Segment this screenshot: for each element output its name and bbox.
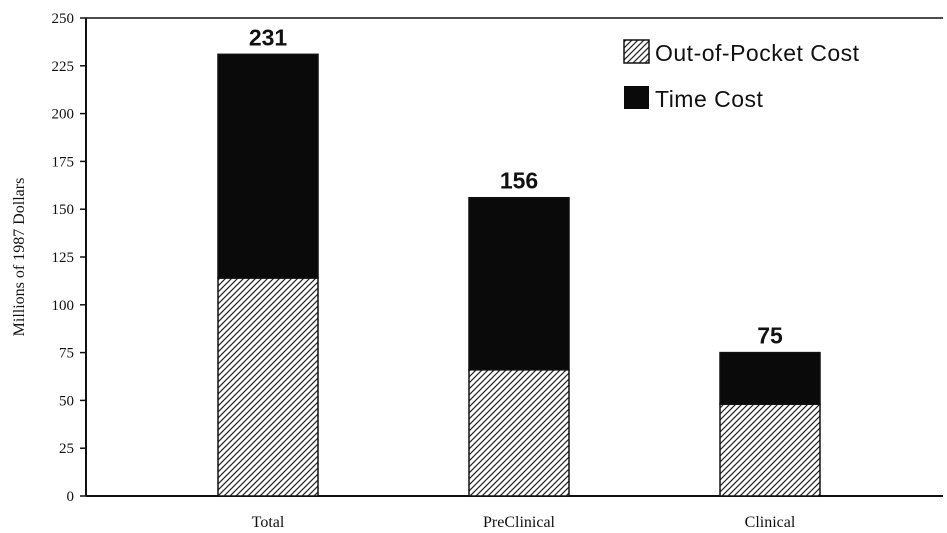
y-ticks: 0 25 50 75 100 125 150 175 200 225 250 (52, 11, 86, 505)
y-tick-label: 150 (52, 202, 75, 218)
legend-label-out-of-pocket: Out-of-Pocket Cost (655, 40, 860, 66)
y-axis-label: Millions of 1987 Dollars (11, 178, 28, 337)
bar-segment-out-of-pocket-clinical (719, 403, 821, 497)
y-tick-label: 100 (52, 298, 75, 314)
bar-total-label: 75 (757, 323, 783, 349)
legend: Out-of-Pocket Cost Time Cost (623, 39, 860, 112)
bar-segment-out-of-pocket-preclinical (468, 369, 570, 497)
x-category-label: PreClinical (483, 514, 556, 531)
y-tick-label: 75 (59, 346, 74, 362)
y-tick-label: 25 (59, 441, 74, 457)
y-tick-label: 250 (52, 11, 75, 27)
x-category-label: Total (252, 514, 285, 531)
x-category-label: Clinical (745, 514, 796, 531)
y-tick-label: 225 (52, 59, 75, 75)
legend-label-time-cost: Time Cost (655, 86, 764, 112)
total-labels: 231 156 75 (249, 24, 783, 348)
y-tick-label: 200 (52, 107, 75, 123)
bar-segment-time-cost-preclinical (468, 196, 570, 371)
bar-total-label: 231 (249, 24, 288, 50)
bar-total-label: 156 (500, 168, 538, 194)
y-tick-label: 50 (59, 393, 74, 409)
bars (217, 53, 821, 497)
y-tick-label: 175 (52, 154, 75, 170)
y-tick-label: 125 (52, 250, 75, 266)
category-labels: Total PreClinical Clinical (252, 514, 796, 531)
y-tick-label: 0 (67, 489, 75, 505)
bar-segment-time-cost-total (217, 53, 319, 279)
legend-swatch-time-cost (624, 86, 649, 109)
legend-swatch-out-of-pocket (623, 39, 650, 64)
bar-segment-out-of-pocket-total (217, 277, 319, 497)
bar-segment-time-cost-clinical (719, 351, 821, 405)
